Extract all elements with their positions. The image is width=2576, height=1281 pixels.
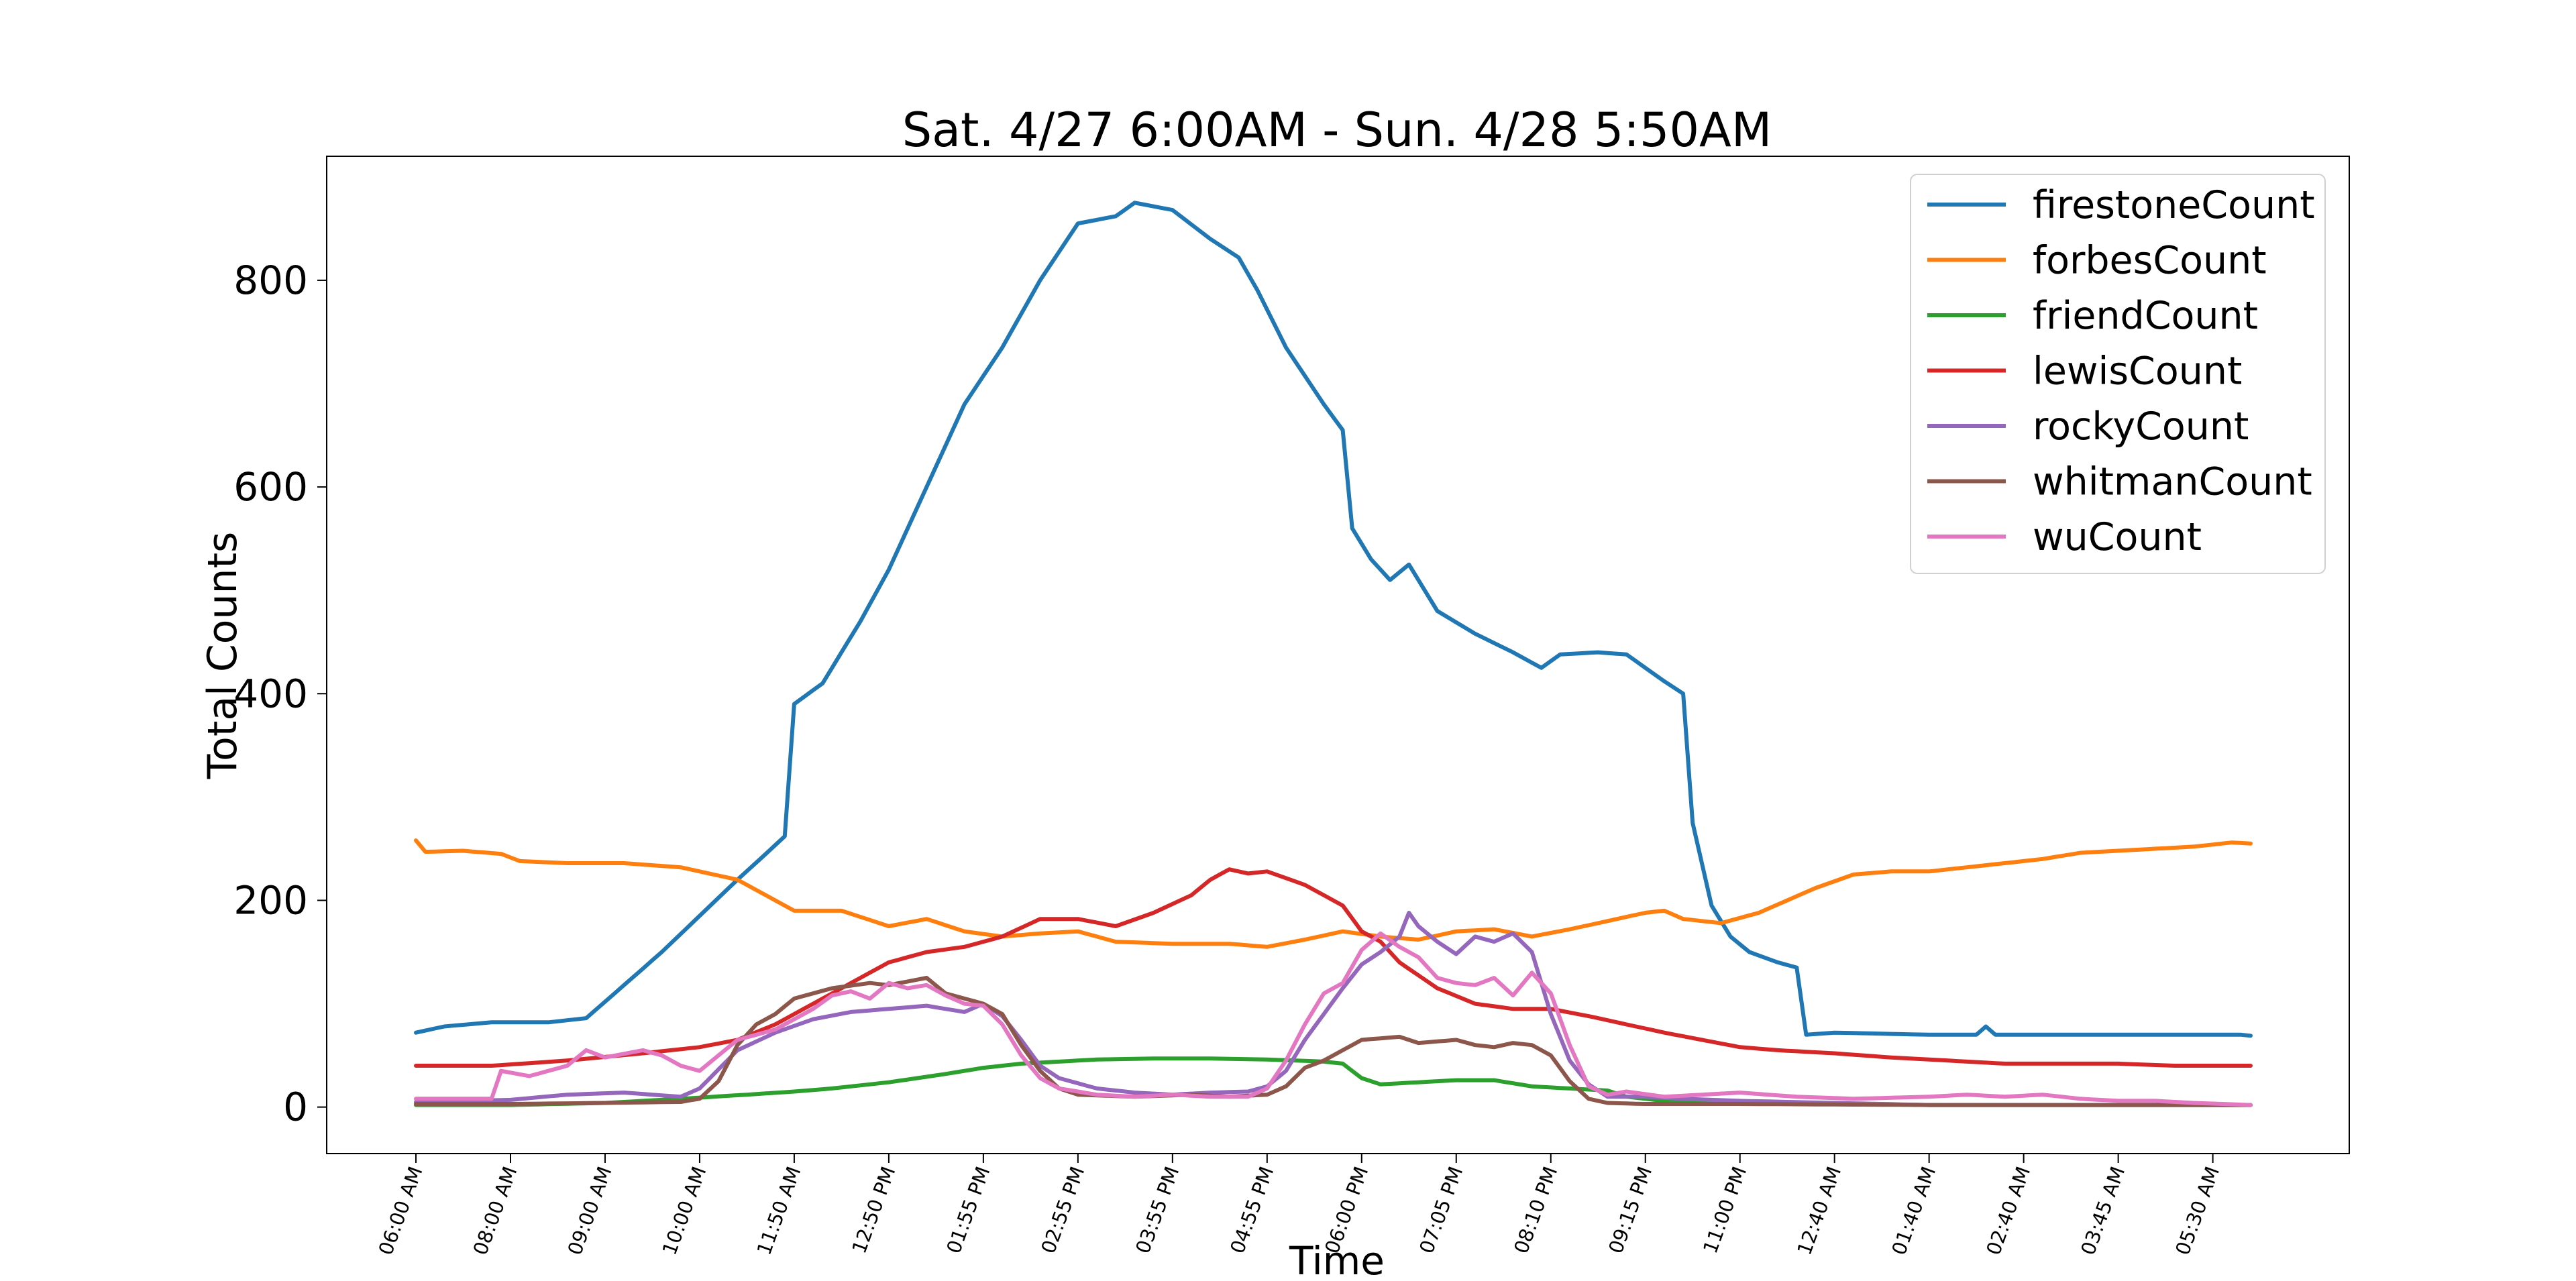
x-axis-label: Time: [1289, 1238, 1385, 1281]
y-axis: 0 200 400 600 800: [233, 258, 327, 1130]
legend-items: firestoneCount forbesCount friendCount lewi…: [1927, 183, 2315, 559]
series-line-forbesCount: [414, 838, 2253, 949]
series-line-whitmanCount: [414, 976, 2253, 1107]
legend-label: lewisCount: [2033, 349, 2242, 394]
legend-label: rockyCount: [2033, 404, 2249, 449]
chart-title: Sat. 4/27 6:00AM - Sun. 4/28 5:50AM: [902, 103, 1772, 158]
legend-label: firestoneCount: [2033, 183, 2315, 227]
legend-label: friendCount: [2033, 294, 2258, 338]
legend: firestoneCount forbesCount friendCount lewi…: [1910, 174, 2326, 574]
y-tick-label: 200: [233, 877, 308, 923]
series-layer: [414, 201, 2253, 1107]
legend-label: wuCount: [2033, 515, 2202, 559]
y-tick-label: 600: [233, 464, 308, 510]
y-axis-label: Total Counts: [199, 532, 246, 780]
series-line-lewisCount: [414, 867, 2253, 1068]
plot-area: [326, 156, 2350, 1154]
series-line-firestoneCount: [414, 201, 2253, 1038]
y-tick-label: 800: [233, 258, 308, 303]
series-line-wuCount: [414, 931, 2253, 1107]
legend-label: forbesCount: [2033, 239, 2267, 283]
y-tick-label: 400: [233, 671, 308, 716]
plot-frame: [326, 156, 2350, 1154]
legend-label: whitmanCount: [2033, 460, 2312, 504]
legend-frame: [1910, 174, 2326, 574]
y-tick-label: 0: [283, 1084, 308, 1130]
